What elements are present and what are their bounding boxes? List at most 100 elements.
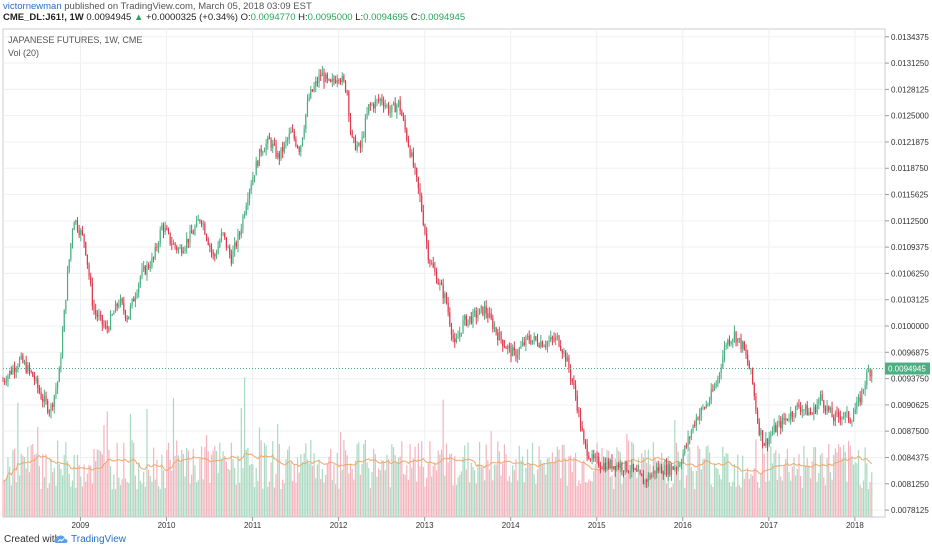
volume-bar (255, 467, 257, 517)
candle-body (692, 424, 694, 432)
candle-body (778, 421, 780, 425)
volume-bar (490, 431, 492, 517)
volume-bar (364, 440, 366, 517)
candle-body (656, 467, 658, 474)
volume-bar (285, 458, 287, 517)
candle-body (768, 437, 770, 445)
volume-bar (629, 471, 631, 517)
candle-body (189, 230, 191, 243)
volume-bar (166, 450, 168, 517)
volume-bar (584, 482, 587, 517)
chart-title: JAPANESE FUTURES, 1W, CME (8, 35, 142, 45)
candle-body (255, 161, 257, 176)
volume-bar (86, 473, 88, 517)
candle-body (207, 239, 209, 245)
volume-bar (482, 467, 484, 517)
candle-body (439, 282, 441, 285)
candle-body (694, 424, 696, 426)
x-tick-label: 2011 (244, 521, 262, 530)
volume-bar (857, 450, 860, 517)
candle-body (611, 459, 613, 469)
volume-bar (202, 479, 204, 517)
candle-body (730, 341, 732, 345)
candle-body (111, 314, 113, 316)
volume-bar (583, 460, 585, 517)
volume-bar (81, 486, 84, 517)
volume-bar (106, 411, 108, 517)
candle-body (647, 475, 649, 482)
candle-body (119, 298, 122, 305)
volume-bar (205, 435, 208, 517)
volume-bar (440, 449, 443, 517)
volume-bar (435, 470, 438, 517)
volume-bar (512, 465, 514, 517)
volume-bar (300, 454, 302, 517)
candle-body (624, 461, 626, 472)
author-link[interactable]: victornewman (3, 1, 62, 12)
volume-bar (230, 442, 232, 517)
candle-body (474, 311, 476, 313)
volume-bar (396, 461, 398, 517)
volume-bar (462, 456, 464, 517)
candle-body (598, 457, 600, 467)
candle-body (475, 311, 477, 318)
candle-body (197, 219, 199, 221)
volume-bar (214, 445, 216, 517)
candle-body (242, 216, 244, 230)
volume-bar (768, 480, 770, 517)
volume-bar (124, 478, 127, 517)
candle-body (353, 137, 355, 139)
volume-bar (194, 465, 196, 517)
volume-bar (662, 461, 664, 517)
candle-body (152, 257, 155, 259)
volume-bar (806, 457, 808, 517)
volume-bar (373, 448, 375, 517)
candle-body (323, 72, 325, 83)
candle-body (245, 205, 247, 214)
candle-body (599, 466, 601, 468)
volume-bar (421, 440, 423, 517)
volume-bar (101, 454, 103, 517)
candle-body (487, 313, 489, 318)
volume-bar (704, 458, 706, 517)
candle-body (318, 75, 320, 84)
price-chart[interactable]: 0.0134375 0.0131250 0.0128125 0.0125000 0.01… (0, 26, 932, 530)
tradingview-brand[interactable]: TradingView (71, 534, 127, 545)
x-tick-label: 2012 (330, 521, 348, 530)
candle-body (204, 223, 206, 235)
candle-body (354, 137, 357, 150)
volume-bar (455, 484, 458, 517)
candle-body (444, 293, 446, 299)
volume-bar (402, 473, 405, 517)
volume-bar (452, 485, 454, 517)
volume-bar (5, 477, 7, 517)
candle-body (333, 78, 335, 81)
candle-body (424, 224, 426, 234)
volume-bar (614, 458, 616, 517)
candle-body (538, 344, 540, 348)
volume-bar (598, 468, 600, 517)
volume-bar (758, 487, 760, 517)
candle-body (708, 400, 711, 405)
volume-bar (518, 445, 520, 517)
candle-body (672, 466, 674, 470)
volume-bar (379, 470, 381, 517)
candle-body (550, 337, 552, 341)
candle-body (505, 347, 507, 349)
volume-bar (65, 441, 67, 517)
y-tick-label: 0.0118750 (891, 164, 929, 173)
volume-bar (293, 464, 295, 517)
volume-bar (416, 481, 418, 517)
volume-bar (811, 461, 813, 517)
candle-body (447, 303, 449, 313)
candle-body (32, 372, 34, 377)
candle-body (712, 389, 714, 391)
candle-body (748, 363, 750, 370)
volume-bar (457, 477, 459, 517)
candle-body (588, 455, 590, 459)
candle-body (813, 406, 815, 415)
y-tick-label: 0.0100000 (891, 322, 929, 331)
candle-body (290, 130, 292, 134)
volume-bar (344, 450, 347, 517)
candle-body (603, 463, 605, 469)
